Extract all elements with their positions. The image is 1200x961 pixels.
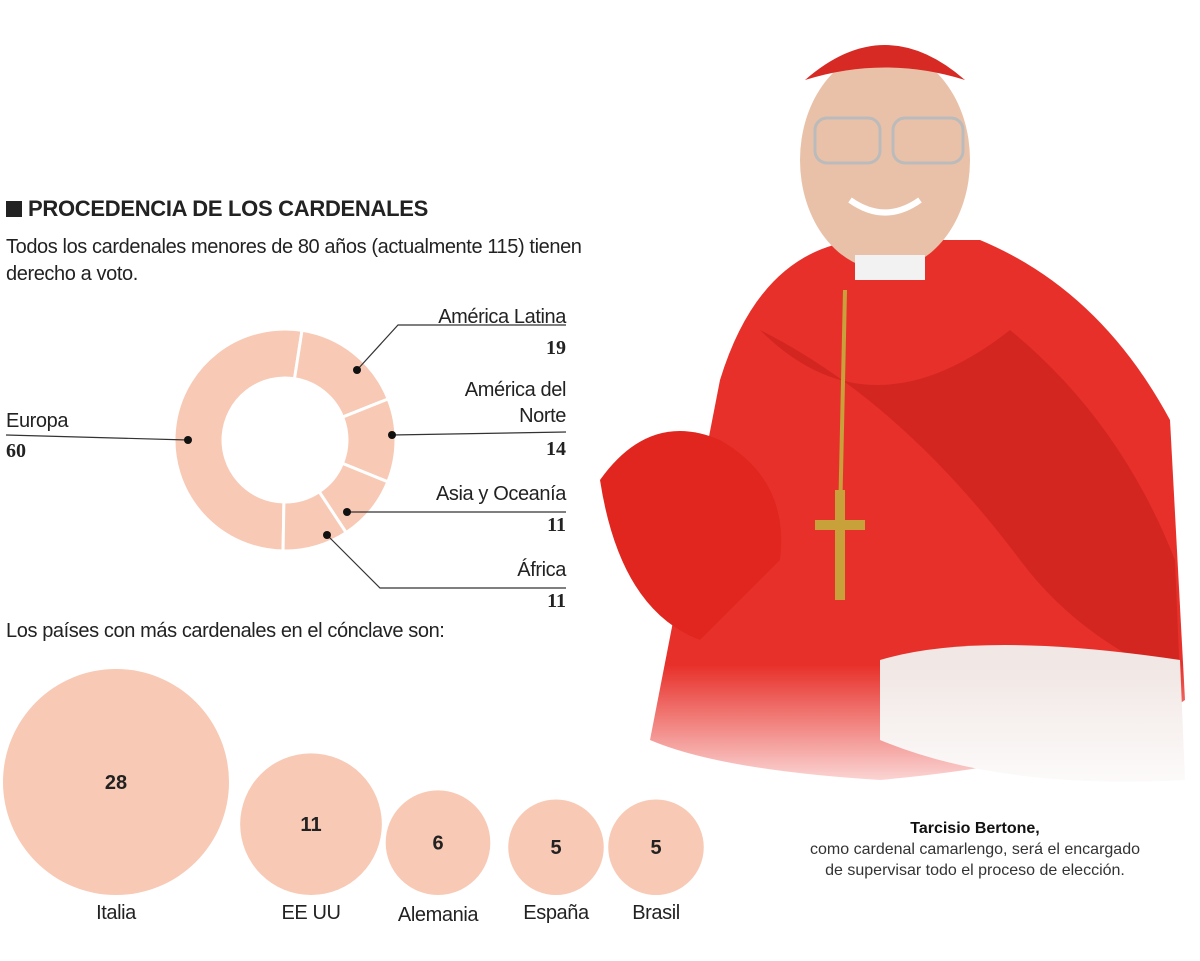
leader-line [5, 434, 189, 441]
donut-chart [5, 324, 567, 589]
photo-caption: Tarcisio Bertone, como cardenal camarlen… [800, 818, 1150, 881]
label-espana: España [523, 902, 589, 924]
value-europa: 60 [6, 440, 26, 462]
value-africa: 11 [547, 590, 566, 612]
countries-question: Los países con más cardenales en el cónc… [6, 620, 445, 642]
leader-dot [343, 508, 351, 516]
leader-line [391, 431, 567, 436]
bubble-value: 28 [105, 772, 127, 794]
donut-slice-Europa [172, 327, 304, 553]
leader-dot [184, 436, 192, 444]
bubble-value: 5 [650, 837, 661, 859]
caption-text: como cardenal camarlengo, será el encarg… [810, 841, 1140, 879]
label-italia: Italia [96, 902, 136, 924]
label-brasil: Brasil [632, 902, 680, 924]
label-eeuu: EE UU [281, 902, 341, 924]
leader-line [356, 324, 566, 371]
bubble-value: 6 [432, 833, 443, 855]
value-america-latina: 19 [546, 337, 566, 359]
leader-dot [388, 431, 396, 439]
cardinal-photo [600, 45, 1200, 810]
bubble-value: 5 [550, 837, 561, 859]
bubble-chart: 28 11 6 5 5 [3, 669, 704, 896]
bubble-EE UU [240, 753, 382, 896]
leader-line [326, 534, 566, 589]
chart-title: PROCEDENCIA DE LOS CARDENALES [6, 196, 428, 222]
leader-dot [353, 366, 361, 374]
title-text: PROCEDENCIA DE LOS CARDENALES [28, 196, 428, 221]
bubble-España [508, 799, 604, 895]
square-bullet-icon [6, 201, 22, 217]
bubble-Alemania [385, 790, 491, 895]
bubble-Italia [3, 669, 229, 895]
value-asia-oceania: 11 [547, 514, 566, 536]
label-alemania: Alemania [397, 904, 479, 926]
label-africa: África [517, 559, 566, 581]
subtitle: Todos los cardenales menores de 80 años … [6, 236, 582, 285]
label-europa: Europa [6, 410, 69, 432]
label-america-norte: América del Norte [464, 379, 567, 427]
leader-dot [323, 531, 331, 539]
value-america-norte: 14 [546, 438, 566, 460]
label-america-latina: América Latina [438, 306, 566, 328]
bubble-value: 11 [300, 814, 321, 836]
bubble-Brasil [608, 799, 704, 895]
label-asia-oceania: Asia y Oceanía [435, 483, 566, 505]
caption-name: Tarcisio Bertone, [910, 820, 1040, 837]
